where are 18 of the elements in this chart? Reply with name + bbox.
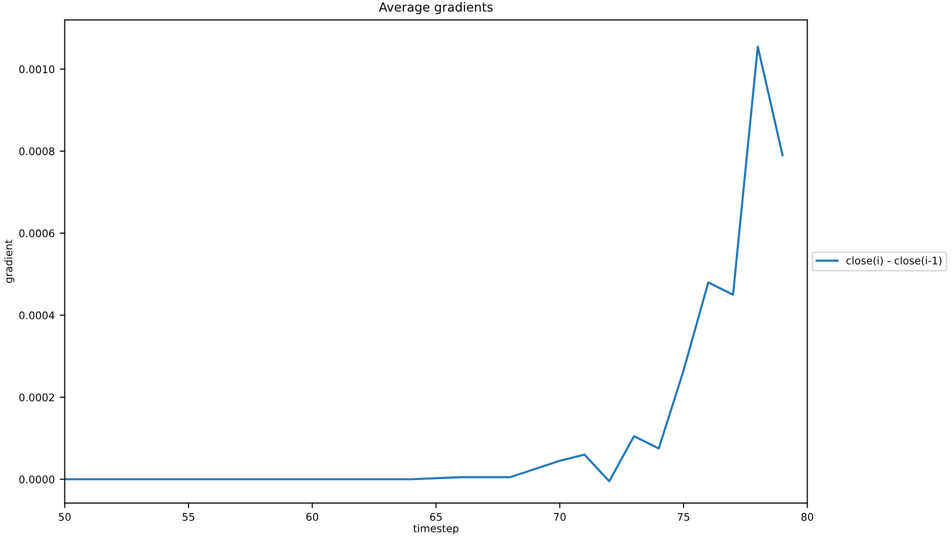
- y-tick-label: 0.0004: [19, 311, 54, 320]
- y-tick-label: 0.0010: [19, 65, 54, 74]
- x-tick-label: 70: [554, 512, 566, 521]
- x-tick-label: 65: [430, 512, 442, 521]
- y-tick-label: 0.0008: [19, 147, 54, 156]
- y-tick-label: 0.0000: [19, 475, 54, 484]
- x-tick-label: 60: [306, 512, 318, 521]
- x-tick-label: 80: [801, 512, 814, 521]
- y-tick-label: 0.0002: [19, 393, 54, 402]
- chart-title: Average gradients: [378, 2, 493, 14]
- x-tick-label: 75: [678, 513, 690, 521]
- x-tick-label: 50: [58, 512, 71, 521]
- legend-label: close(i) - close(i-1): [846, 256, 942, 266]
- y-tick-label: 0.0006: [19, 229, 54, 238]
- y-axis-title: gradient: [4, 240, 14, 283]
- x-axis-title: timestep: [413, 524, 458, 534]
- line-series: [64, 46, 784, 482]
- x-tick-label: 55: [182, 513, 194, 521]
